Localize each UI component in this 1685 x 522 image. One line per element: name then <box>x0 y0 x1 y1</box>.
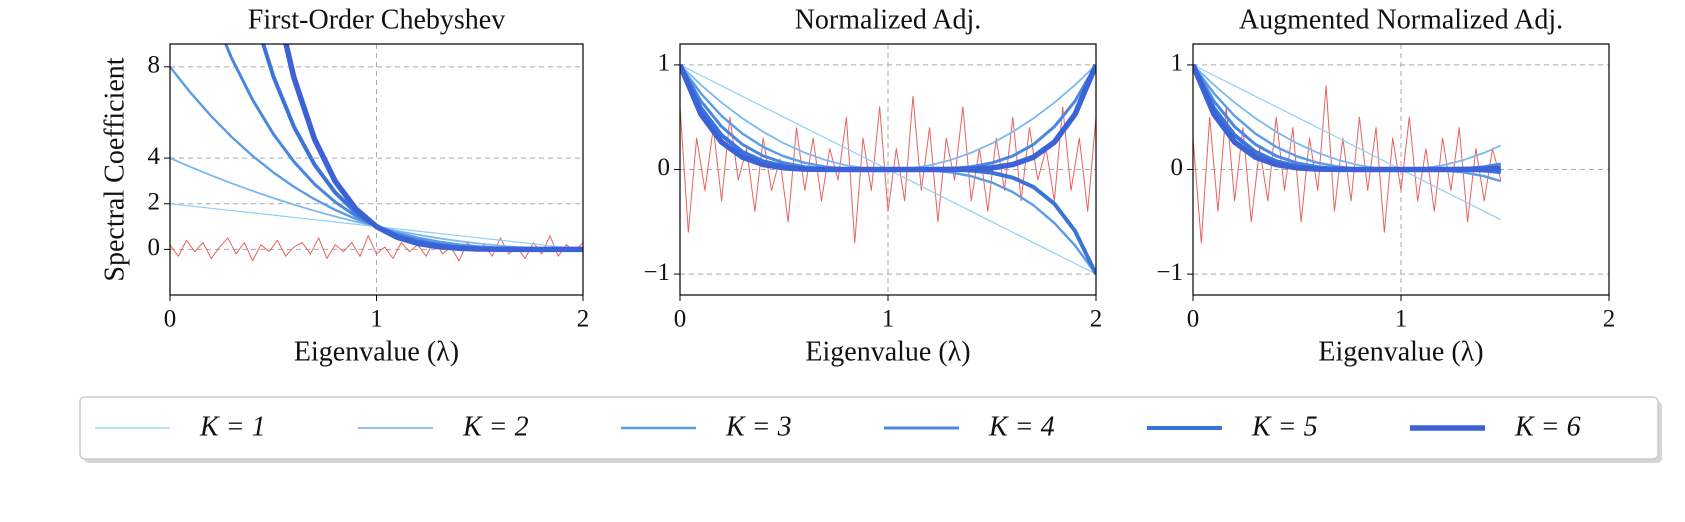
y-tick-label: 0 <box>148 234 161 261</box>
legend-label: K = 1 <box>199 411 266 442</box>
legend-box <box>79 396 1659 460</box>
legend-label: K = 5 <box>1251 411 1318 442</box>
y-axis-label: Spectral Coefficient <box>99 57 130 281</box>
x-tick-label: 0 <box>1187 306 1200 333</box>
x-tick-label: 2 <box>1090 306 1103 333</box>
plot-area <box>1193 44 1609 295</box>
series-line <box>680 63 1096 173</box>
legend-label: K = 3 <box>725 411 792 442</box>
y-tick-label: 0 <box>1171 154 1184 181</box>
x-tick-label: 2 <box>1603 306 1616 333</box>
axes-frame <box>1192 43 1610 296</box>
y-tick-label: 1 <box>658 50 671 77</box>
chart-title: Augmented Normalized Adj. <box>1239 4 1563 35</box>
series-line <box>261 44 583 252</box>
chart-title: Normalized Adj. <box>795 4 982 35</box>
series-line <box>224 44 583 251</box>
y-tick-label: −1 <box>1156 259 1183 286</box>
x-axis-label: Eigenvalue (λ) <box>805 336 970 367</box>
series-line <box>1193 63 1501 173</box>
legend-label: K = 6 <box>1514 411 1581 442</box>
series-line <box>1193 64 1502 171</box>
series-line <box>283 44 583 253</box>
x-tick-label: 0 <box>164 306 177 333</box>
chart-title: First-Order Chebyshev <box>248 4 505 35</box>
noise-line <box>680 95 1096 244</box>
noise-line <box>1193 85 1502 244</box>
series-line <box>1193 64 1502 171</box>
y-tick-label: 2 <box>148 188 161 215</box>
plot-area <box>170 44 583 295</box>
plot-area <box>680 44 1096 295</box>
x-tick-label: 0 <box>674 306 687 333</box>
y-tick-label: 0 <box>658 154 671 181</box>
axes-frame <box>679 43 1097 296</box>
x-tick-label: 1 <box>882 306 895 333</box>
x-tick-label: 1 <box>370 306 383 333</box>
y-tick-label: 8 <box>148 52 161 79</box>
x-tick-label: 1 <box>1395 306 1408 333</box>
legend-label: K = 2 <box>462 411 529 442</box>
series-line <box>1193 64 1502 221</box>
y-tick-label: 1 <box>1171 50 1184 77</box>
x-axis-label: Eigenvalue (λ) <box>294 336 459 367</box>
y-tick-label: −1 <box>643 259 670 286</box>
legend-label: K = 4 <box>988 411 1055 442</box>
x-tick-label: 2 <box>577 306 590 333</box>
y-tick-label: 4 <box>148 143 161 170</box>
x-axis-label: Eigenvalue (λ) <box>1318 336 1483 367</box>
axes-frame <box>169 43 584 296</box>
